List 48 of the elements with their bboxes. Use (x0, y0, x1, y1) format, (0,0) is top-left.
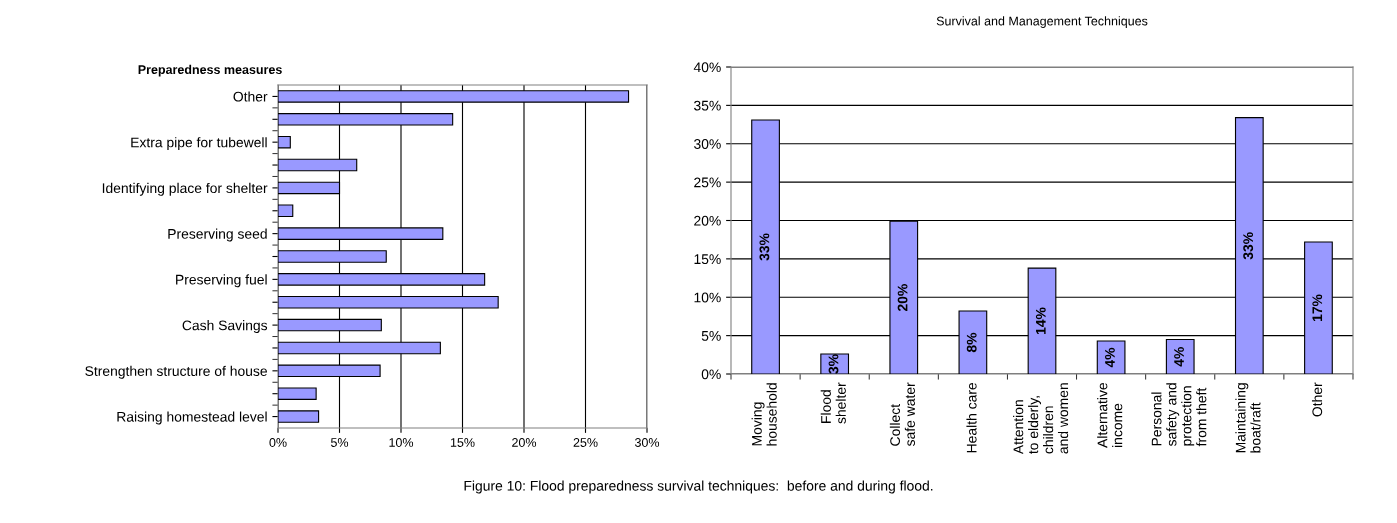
y-tick-label: Raising homestead level (117, 411, 267, 425)
x-tick-label: 15% (450, 438, 475, 447)
bar (1096, 340, 1126, 374)
y-tick-label: Preserving fuel (176, 274, 267, 288)
x-tick-label: Flood shelter (820, 382, 846, 424)
x-tick-label: 25% (573, 438, 598, 447)
y-tick-label: Preserving seed (168, 228, 267, 242)
y-tick-label: 0% (701, 369, 721, 380)
x-tick-label: 20% (512, 438, 537, 447)
data-label: 33% (759, 233, 770, 261)
y-tick-label: 20% (694, 215, 721, 226)
x-tick-label: 5% (330, 438, 349, 447)
x-tick-label: Other (1311, 382, 1323, 417)
data-label: 8% (966, 332, 977, 353)
y-tick-label: Strengthen structure of house (85, 365, 267, 379)
data-label: 17% (1312, 294, 1323, 322)
y-tick-label: 10% (694, 292, 721, 303)
caption: Figure 10: Flood preparedness survival techniques: before and during flood. (464, 480, 933, 494)
y-tick-label: 15% (694, 254, 721, 265)
data-label: 14% (1035, 307, 1046, 335)
x-tick-label: 30% (634, 438, 660, 447)
data-label: 4% (1105, 347, 1115, 368)
y-tick-label: 35% (694, 100, 721, 111)
y-tick-label: 25% (694, 177, 721, 188)
x-tick-label: Attention to elderly, children and women (1013, 383, 1069, 455)
y-tick-label: Identifying place for shelter (102, 182, 268, 196)
x-tick-label: Alternative income (1097, 382, 1123, 448)
data-label: 20% (897, 284, 908, 312)
y-tick-label: 5% (701, 331, 721, 341)
data-label: 33% (1243, 232, 1254, 260)
y-tick-label: Other (233, 91, 268, 102)
bar (1165, 338, 1195, 374)
y-tick-label: Cash Savings (182, 320, 268, 334)
x-tick-label: Maintaining boat/raft (1235, 383, 1261, 453)
chart-title: Preparedness measures (138, 64, 282, 77)
y-tick-label: 40% (693, 62, 721, 73)
chart-title: Survival and Management Techniques (936, 16, 1148, 28)
x-tick-label: Personal safety and protection from theft (1151, 383, 1207, 447)
data-label: 4% (1174, 347, 1184, 367)
x-tick-label: 0% (269, 438, 287, 447)
data-label: 3% (828, 354, 839, 374)
x-tick-label: Health care (966, 382, 977, 453)
x-tick-label: Moving household (751, 383, 777, 446)
x-tick-label: Collect safe water (889, 382, 915, 447)
bar (820, 353, 850, 374)
y-tick-label: 30% (694, 139, 721, 149)
x-tick-label: 10% (389, 438, 414, 447)
y-tick-label: Extra pipe for tubewell (131, 137, 267, 151)
